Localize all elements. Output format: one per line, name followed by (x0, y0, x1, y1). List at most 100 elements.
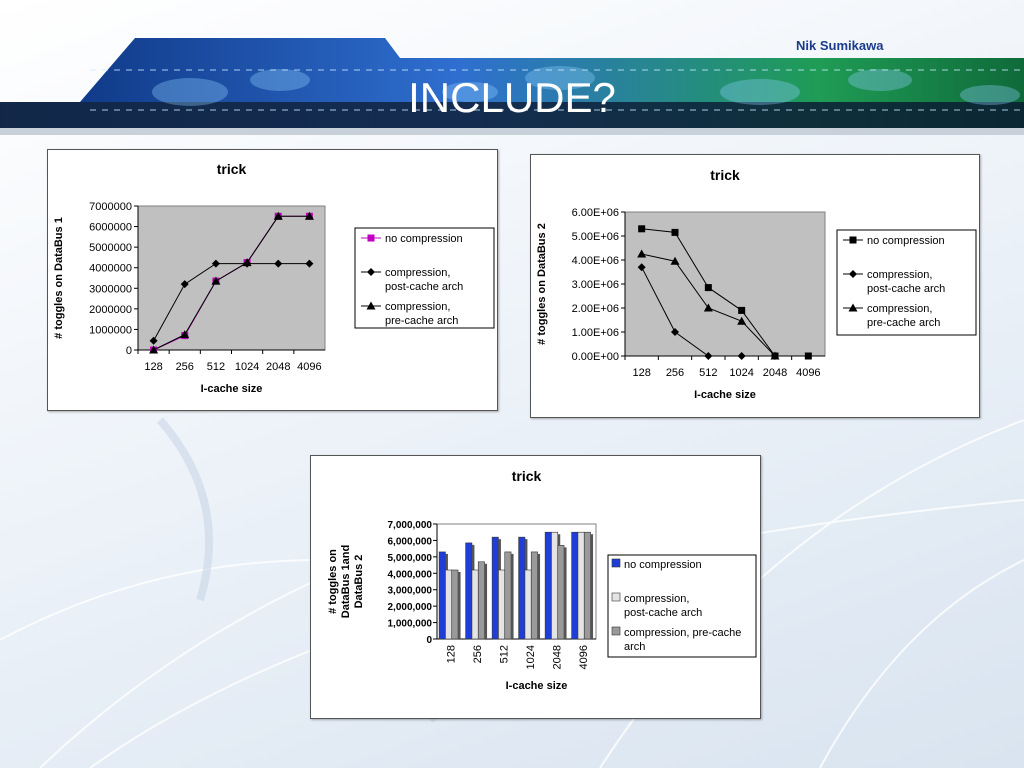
x-tick-label: 1024 (729, 367, 753, 379)
chart-title: trick (217, 161, 247, 177)
y-tick-label: 5000000 (89, 242, 132, 254)
chart-databus1: trick 0 1000000 2000000 3000000 4000000 500000… (53, 161, 495, 395)
y-tick-label: 5.00E+06 (572, 231, 619, 243)
data-point (704, 352, 713, 360)
data-point (149, 336, 158, 345)
bar-2 (504, 551, 512, 640)
y-tick-label: 6.00E+06 (572, 207, 619, 219)
y-axis-label: # toggles on DataBus 2 (536, 223, 548, 345)
y-tick-label: 6000000 (89, 222, 132, 234)
chart-title: trick (710, 167, 740, 183)
x-tick-label: 4096 (297, 361, 321, 373)
author-name: Nik Sumikawa (796, 38, 884, 53)
bar-0 (518, 536, 526, 640)
y-tick-label: 0 (126, 345, 132, 357)
chart-title: trick (512, 468, 542, 484)
x-axis-label: I-cache size (694, 389, 756, 401)
legend-label-2: compression, pre-cache arch (624, 627, 741, 653)
legend-label-2: compression, pre-cache arch (385, 301, 458, 327)
data-point (242, 258, 252, 267)
header-banner (0, 38, 1024, 135)
data-point (637, 263, 646, 272)
chart-databus1-frame: trick 0 1000000 2000000 3000000 4000000 500000… (47, 149, 498, 411)
y-tick-label: 4.00E+06 (572, 255, 619, 267)
bar-shade-2 (511, 553, 514, 639)
y-tick-label: 7,000,000 (388, 520, 433, 531)
bar-shade-2 (564, 547, 567, 639)
bar-2 (583, 531, 591, 640)
x-tick-label: 128 (632, 367, 650, 379)
x-tick-label: 256 (472, 645, 484, 663)
x-axis-label: I-cache size (201, 383, 263, 395)
data-point (180, 280, 189, 289)
x-tick-label: 128 (445, 645, 457, 663)
legend-swatch-1 (611, 592, 621, 602)
x-tick-label: 2048 (551, 645, 563, 669)
data-point (149, 345, 159, 354)
data-point (804, 352, 812, 360)
bar-0 (491, 536, 499, 640)
bar-0 (438, 551, 446, 640)
bar-2 (451, 569, 459, 640)
bar-1 (551, 531, 559, 640)
legend-label-0: no compression (867, 235, 945, 247)
x-tick-label: 256 (176, 361, 194, 373)
series-line-2 (153, 215, 310, 351)
legend-label-1: compression, post-cache arch (624, 593, 702, 619)
data-point (703, 303, 713, 312)
legend-marker-1 (367, 268, 375, 276)
x-tick-label: 1024 (525, 645, 537, 669)
slide-title: INCLUDE? (408, 74, 616, 121)
y-tick-label: 1.00E+06 (572, 327, 619, 339)
x-tick-label: 512 (498, 645, 510, 663)
bar-1 (471, 569, 479, 640)
y-tick-label: 4000000 (89, 263, 132, 275)
y-tick-label: 0.00E+00 (572, 351, 619, 363)
bar-0 (465, 542, 473, 640)
y-tick-label: 7000000 (89, 201, 132, 213)
bar-1 (498, 569, 506, 640)
bar-shade-2 (590, 534, 594, 639)
legend-marker-0 (367, 234, 375, 242)
x-axis-label: I-cache size (506, 680, 568, 692)
data-point (273, 211, 283, 220)
legend-label-1: compression, post-cache arch (867, 269, 945, 295)
bar-2 (557, 545, 565, 640)
legend-marker-2 (848, 303, 858, 312)
y-tick-label: 4,000,000 (388, 569, 433, 580)
legend-label-0: no compression (385, 233, 463, 245)
data-point (671, 228, 679, 236)
data-point (738, 306, 746, 314)
y-tick-label: 1000000 (89, 324, 132, 336)
bar-2 (530, 551, 538, 640)
y-tick-label: 3.00E+06 (572, 279, 619, 291)
data-point (211, 276, 221, 285)
x-tick-label: 512 (699, 367, 717, 379)
bar-shade-2 (484, 563, 488, 639)
legend-swatch-2 (611, 626, 621, 636)
legend-box (607, 554, 757, 658)
chart-combined-frame: trick 0 1,000,000 2,000,000 3,000,000 4,000,0… (310, 455, 761, 719)
data-point (770, 351, 780, 360)
series-line-1 (153, 263, 310, 341)
bar-1 (445, 569, 453, 640)
data-point (737, 352, 746, 360)
x-tick-label: 128 (144, 361, 162, 373)
legend-label-0: no compression (624, 559, 702, 571)
x-tick-label: 512 (207, 361, 225, 373)
x-tick-label: 4096 (796, 367, 820, 379)
y-tick-label: 6,000,000 (388, 536, 433, 547)
plot-area (436, 523, 597, 640)
x-tick-label: 2048 (266, 361, 290, 373)
plot-area (624, 211, 826, 357)
y-tick-label: 2000000 (89, 304, 132, 316)
y-tick-label: 1,000,000 (388, 619, 433, 630)
y-tick-label: 2,000,000 (388, 602, 433, 613)
x-tick-label: 2048 (763, 367, 787, 379)
data-point (637, 249, 647, 258)
data-point (638, 225, 646, 233)
chart-databus2-frame: trick 0.00E+00 1.00E+06 2.00E+06 3.00E+06 4.0… (530, 154, 980, 418)
x-tick-label: 4096 (578, 645, 590, 669)
legend-marker-0 (849, 236, 857, 244)
data-point (211, 259, 220, 268)
